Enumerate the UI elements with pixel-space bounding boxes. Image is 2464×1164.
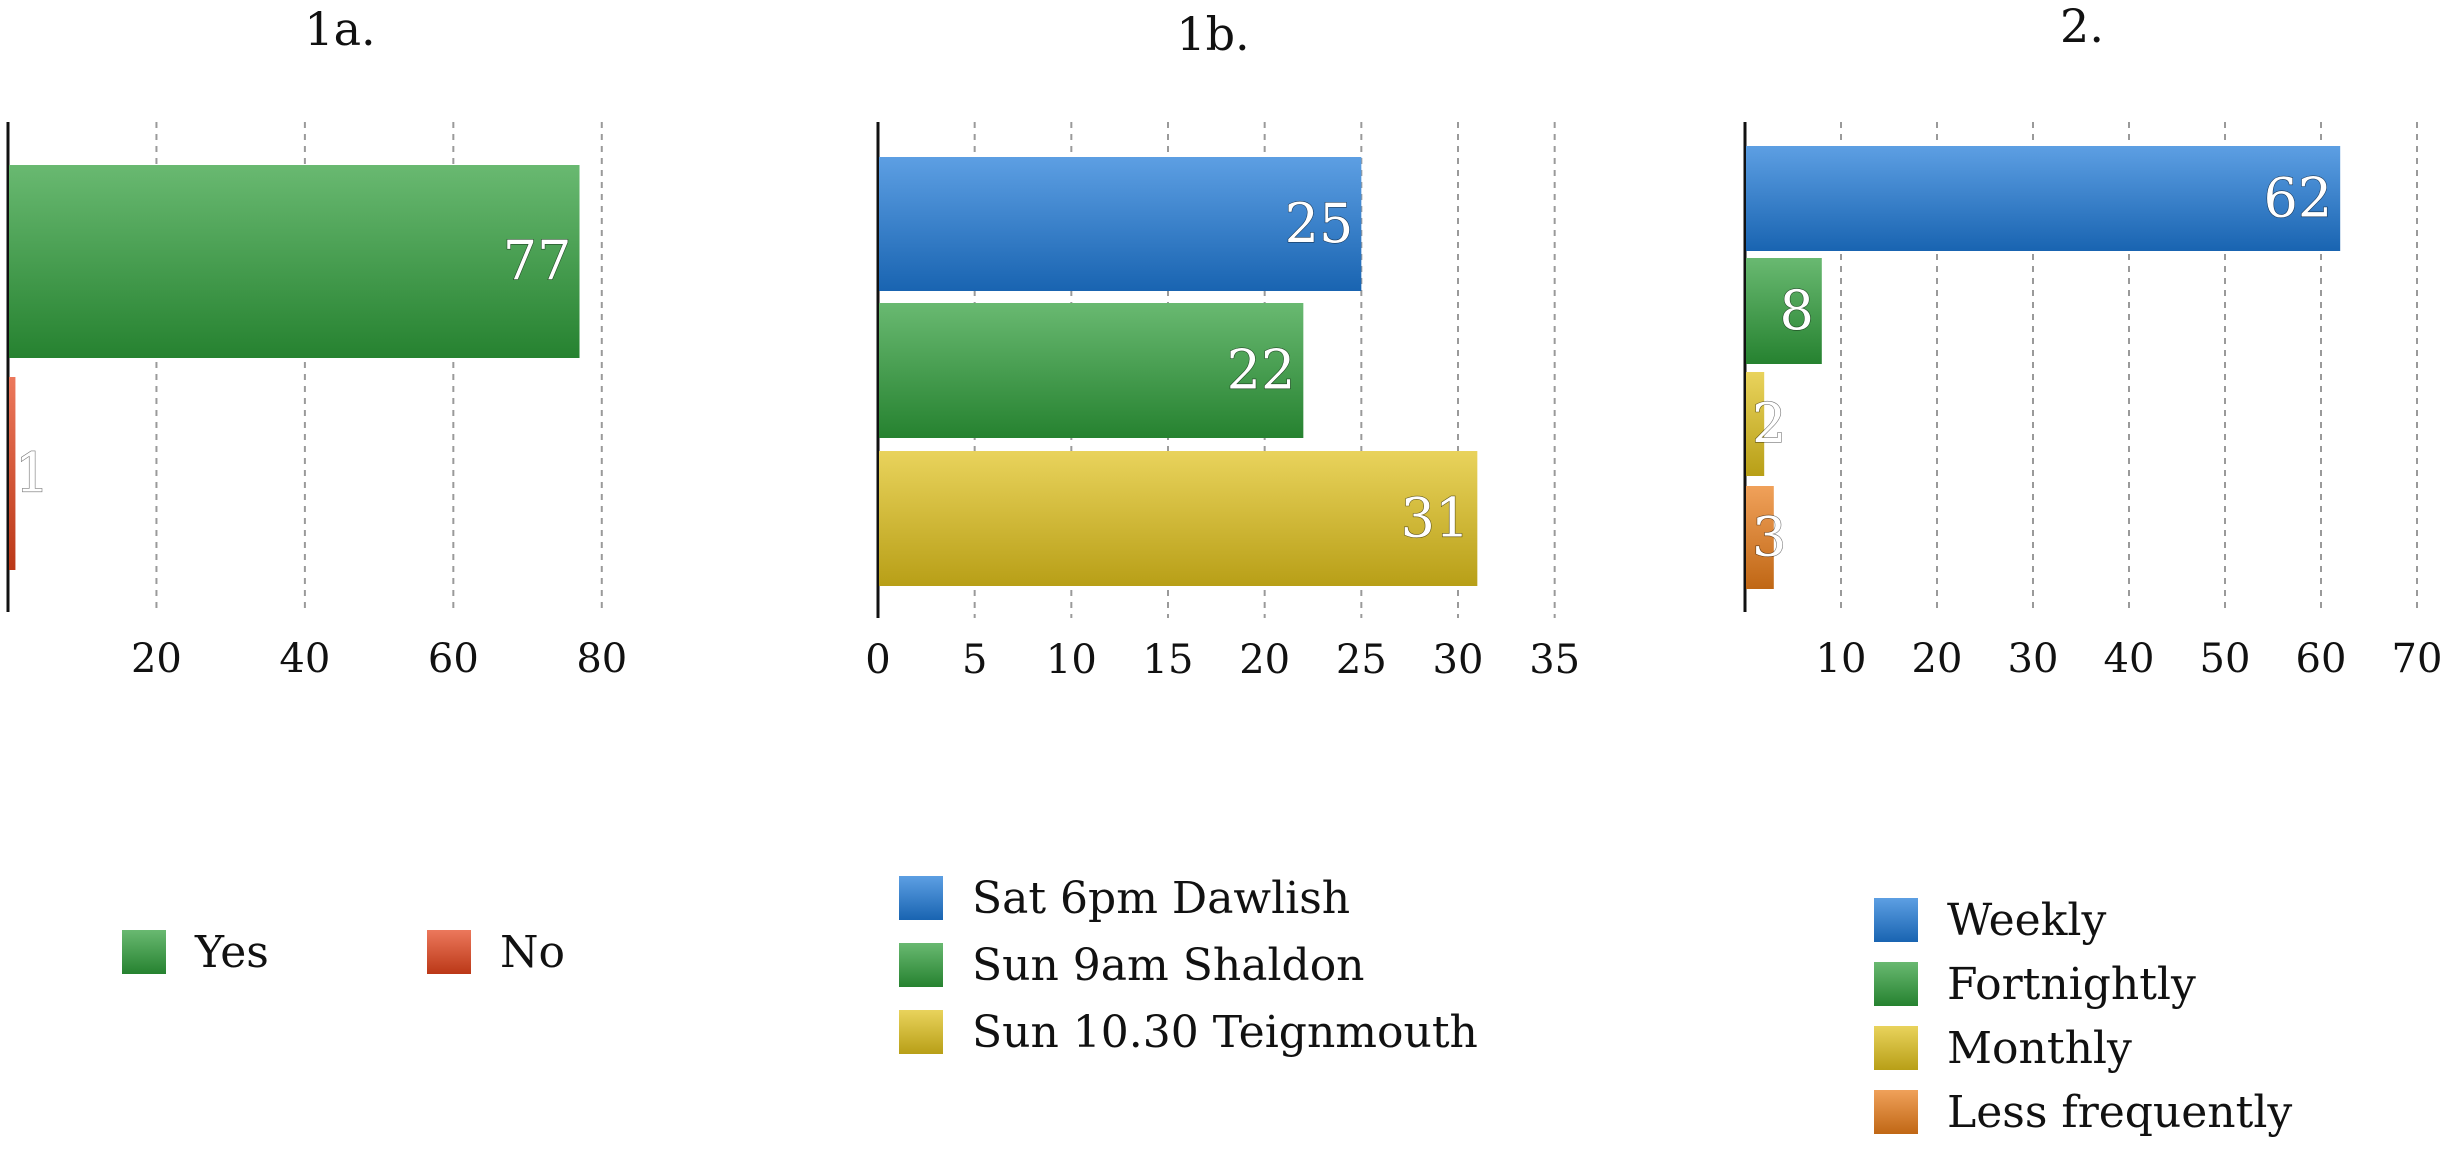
chart-title: 2.	[2060, 0, 2104, 53]
bar-sun-10-30-teignmouth	[879, 451, 1478, 586]
x-tick-label: 15	[1143, 637, 1194, 683]
x-tick-label: 10	[1816, 636, 1867, 682]
x-tick-label: 70	[2392, 636, 2443, 682]
legend-label: Sun 9am Shaldon	[972, 940, 1365, 991]
data-label: 31	[1401, 487, 1470, 550]
data-label: 77	[503, 230, 572, 293]
chart-2: 1b. 0 5 10 15 20 25 30 35 25 22 31 Sat 6pm Dawlish Su…	[865, 7, 1580, 1058]
x-tick-label: 50	[2200, 636, 2251, 682]
legend-swatch	[899, 943, 943, 987]
legend-label: No	[500, 927, 565, 978]
bar-no	[9, 377, 16, 570]
legend: Weekly Fortnightly Monthly Less frequently	[1874, 895, 2292, 1138]
x-tick-label: 30	[2008, 636, 2059, 682]
chart-title: 1b.	[1176, 7, 1249, 61]
legend-swatch	[122, 930, 166, 974]
bar-less-frequently	[1746, 486, 1774, 589]
chart-1: 1a. 20 40 60 80 77 1 Yes No	[6, 2, 627, 978]
legend-label: Sat 6pm Dawlish	[972, 873, 1350, 924]
data-label: 8	[1779, 279, 1813, 342]
bar-sat-6pm-dawlish	[879, 157, 1362, 291]
x-tick-label: 35	[1529, 637, 1580, 683]
legend-label: Yes	[194, 927, 269, 978]
bar-fortnightly	[1746, 258, 1822, 364]
data-label: 3	[1752, 506, 1786, 569]
legend: Sat 6pm Dawlish Sun 9am Shaldon Sun 10.30 …	[899, 873, 1478, 1058]
legend-label: Weekly	[1947, 895, 2106, 946]
bar-monthly	[1746, 372, 1765, 476]
legend-label: Monthly	[1947, 1023, 2132, 1074]
legend-swatch	[1874, 1026, 1918, 1070]
x-tick-label: 60	[2296, 636, 2347, 682]
legend-label: Fortnightly	[1947, 959, 2196, 1010]
x-tick-label: 20	[1239, 637, 1290, 683]
x-tick-label: 80	[576, 636, 627, 682]
legend-swatch	[1874, 898, 1918, 942]
x-tick-label: 40	[2104, 636, 2155, 682]
x-tick-label: 25	[1336, 637, 1387, 683]
legend-label: Less frequently	[1947, 1087, 2292, 1138]
data-label: 1	[15, 442, 49, 505]
x-tick-label: 0	[865, 637, 890, 683]
data-label: 25	[1285, 192, 1354, 255]
x-tick-label: 20	[1912, 636, 1963, 682]
x-tick-label: 30	[1433, 637, 1484, 683]
bar-weekly	[1746, 146, 2341, 251]
x-tick-label: 60	[428, 636, 479, 682]
bar-yes	[9, 165, 580, 358]
chart-title: 1a.	[304, 2, 375, 56]
legend-swatch	[427, 930, 471, 974]
legend-label: Sun 10.30 Teignmouth	[972, 1007, 1478, 1058]
legend-swatch	[899, 1010, 943, 1054]
legend-swatch	[899, 876, 943, 920]
x-tick-label: 40	[279, 636, 330, 682]
data-label: 22	[1227, 339, 1296, 402]
legend-swatch	[1874, 962, 1918, 1006]
data-label: 62	[2263, 167, 2332, 230]
legend: Yes No	[122, 927, 565, 978]
x-tick-label: 10	[1046, 637, 1097, 683]
bar-sun-9am-shaldon	[879, 303, 1304, 438]
x-tick-label: 20	[131, 636, 182, 682]
chart-3: 2. 10 20 30 40 50 60 70 62 8 2 3 Weekly Fortnightly Mo…	[1743, 0, 2443, 1138]
x-tick-label: 5	[962, 637, 987, 683]
data-label: 2	[1752, 392, 1786, 455]
legend-swatch	[1874, 1090, 1918, 1134]
